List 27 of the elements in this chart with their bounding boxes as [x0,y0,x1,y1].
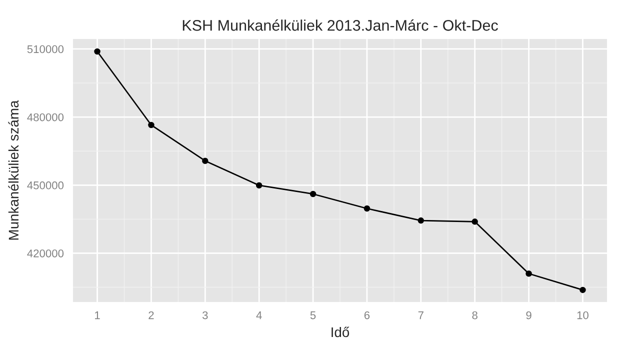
x-tick-label: 6 [364,311,370,320]
x-tick-label: 9 [526,311,532,320]
x-tick-label: 7 [418,311,424,320]
point [418,217,424,224]
x-tick-label: 1 [95,311,100,320]
x-tick-label: 4 [256,311,262,320]
y-tick-label: 510000 [27,45,64,54]
point [310,190,316,198]
point [148,122,154,128]
x-axis-title: Idő [332,326,350,338]
point [94,48,100,55]
x-tick-label: 8 [472,311,478,320]
point [472,218,478,225]
x-tick-label: 3 [202,311,208,320]
x-tick-label: 2 [148,311,154,320]
y-axis-title: Munkanélküliek száma [8,100,19,240]
x-tick-label: 5 [310,311,316,320]
y-tick-label: 450000 [27,181,64,190]
point [526,270,532,277]
y-tick-label: 420000 [27,249,64,258]
x-tick-label: 10 [577,311,588,320]
point [202,158,208,164]
point [580,286,586,294]
point [364,205,370,212]
point [256,182,262,188]
chart-title: KSH Munkanélküliek 2013.Jan-Márc - Okt-Dec [182,19,498,31]
y-tick-label: 480000 [27,113,64,122]
